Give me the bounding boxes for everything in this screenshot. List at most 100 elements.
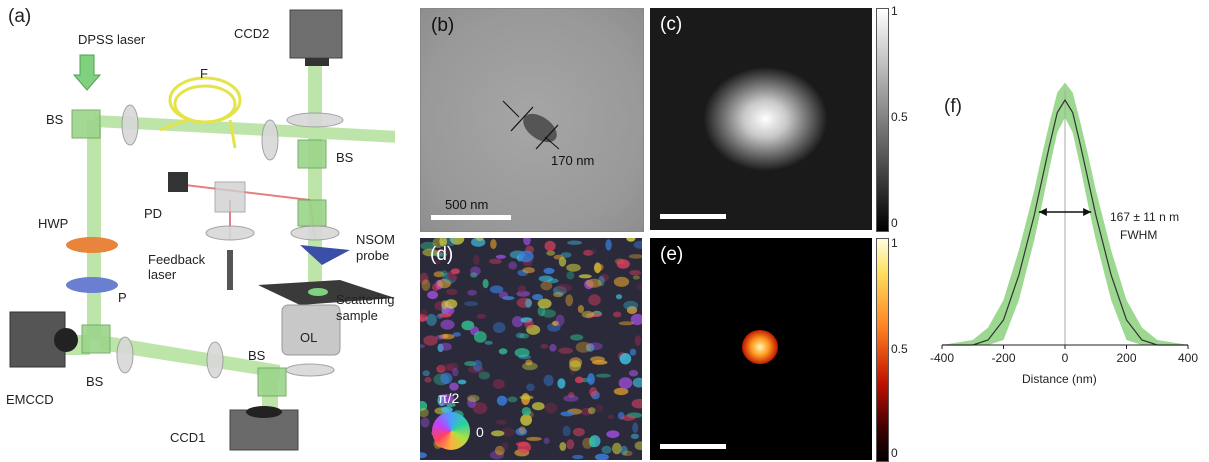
speckle-grain	[420, 314, 428, 322]
speckle-grain	[612, 442, 622, 455]
speckle-grain	[581, 407, 593, 416]
speckle-grain	[519, 333, 530, 339]
dpss-laser-label: DPSS laser	[78, 32, 146, 47]
objective-lens	[281, 304, 341, 356]
speckle-grain	[422, 370, 430, 377]
speckle-grain	[420, 309, 428, 318]
speckle-grain	[566, 439, 575, 450]
ol-label: OL	[300, 330, 318, 345]
speckle-grain	[449, 238, 465, 245]
speckle-grain	[569, 360, 582, 372]
speckle-grain	[467, 289, 477, 296]
speckle-grain	[636, 283, 642, 291]
speckle-grain	[618, 321, 634, 326]
speckle-grain	[630, 433, 639, 439]
speckle-grain	[484, 340, 493, 345]
fiber-label: F	[200, 66, 208, 81]
speckle-grain	[559, 442, 567, 451]
focus-spot	[742, 330, 778, 364]
speckle-grain	[537, 298, 552, 309]
speckle-grain	[470, 266, 481, 276]
speckle-grain	[630, 313, 642, 326]
speckle-grain	[549, 344, 557, 352]
speckle-grain	[468, 365, 484, 374]
speckle-grain	[613, 311, 622, 318]
speckle-grain	[420, 400, 428, 411]
scalebar-c	[660, 214, 726, 219]
laser-arrow	[72, 54, 102, 91]
panel-c-image: (c)	[650, 8, 872, 230]
speckle-grain	[620, 445, 628, 456]
speckle-grain	[558, 257, 567, 267]
speckle-grain	[423, 335, 438, 346]
speckle-grain	[577, 305, 584, 313]
speckle-grain	[566, 271, 575, 280]
speckle-grain	[599, 273, 609, 282]
speckle-grain	[522, 267, 535, 274]
speckle-grain	[566, 263, 581, 272]
speckle-grain	[437, 278, 451, 289]
speckle-grain	[464, 301, 479, 307]
speckle-grain	[439, 238, 448, 247]
speckle-grain	[543, 374, 554, 387]
ccd1-label: CCD1	[170, 430, 206, 445]
speckle-grain	[563, 395, 579, 402]
colorbar-hot	[876, 238, 889, 462]
bs-bottom-right-label: BS	[248, 348, 266, 363]
speckle-grain	[555, 314, 565, 327]
profile-line	[942, 98, 1188, 346]
colorbar-hot-tick-bottom: 0	[891, 446, 898, 460]
speckle-grain	[492, 322, 506, 334]
speckle-grain	[515, 441, 529, 447]
speckle-grain	[532, 402, 545, 411]
speckle-grain	[575, 341, 592, 353]
bs-top-left-label: BS	[46, 112, 64, 127]
speckle-grain	[552, 320, 559, 326]
speckle-grain	[621, 414, 636, 421]
speckle-grain	[540, 281, 553, 291]
speckle-grain	[498, 348, 508, 355]
speckle-grain	[473, 331, 487, 343]
speckle-grain	[420, 417, 430, 428]
speckle-grain	[589, 248, 597, 255]
speckle-grain	[628, 254, 642, 259]
speckle-grain	[515, 332, 525, 339]
speckle-grain	[594, 263, 604, 272]
speckle-grain	[629, 270, 641, 276]
speckle-grain	[634, 441, 642, 451]
fwhm-arrowhead-left	[1038, 208, 1047, 216]
speckle-grain	[420, 344, 426, 349]
speckle-grain	[567, 240, 582, 245]
panel-b-label: (b)	[431, 15, 455, 36]
speckle-grain	[449, 382, 459, 391]
panel-c-label: (c)	[660, 14, 683, 35]
speckle-grain	[440, 372, 453, 384]
panel-f: (f) -400 -200 0 200 400 167 ± 11 n m FWHM Di…	[920, 0, 1209, 461]
speckle-grain	[595, 373, 611, 378]
speckle-grain	[518, 250, 534, 263]
polarizer-plate	[66, 277, 118, 293]
speckle-grain	[613, 276, 630, 287]
speckle-grain	[467, 396, 477, 408]
speckle-grain	[438, 363, 454, 372]
speckle-grain	[589, 436, 596, 448]
speckle-grain	[441, 406, 453, 414]
speckle-grain	[590, 356, 605, 363]
phase-label: π/2	[438, 390, 460, 406]
x-tick-label: 0	[1062, 351, 1069, 365]
speckle-grain	[623, 300, 639, 311]
speckle-grain	[574, 376, 584, 384]
speckle-grain	[573, 427, 585, 437]
x-tick-label: -400	[930, 351, 954, 365]
speckle-grain	[514, 348, 530, 358]
speckle-grain	[562, 425, 571, 437]
speckle-grain	[523, 238, 531, 246]
speckle-grain	[472, 402, 488, 415]
speckle-grain	[438, 312, 452, 318]
x-tick-label: 400	[1178, 351, 1198, 365]
speckle-grain	[568, 392, 575, 398]
speckle-grain	[446, 288, 458, 295]
speckle-grain	[629, 348, 637, 356]
speckle-grain	[605, 239, 612, 251]
speckle-grain	[543, 267, 555, 274]
